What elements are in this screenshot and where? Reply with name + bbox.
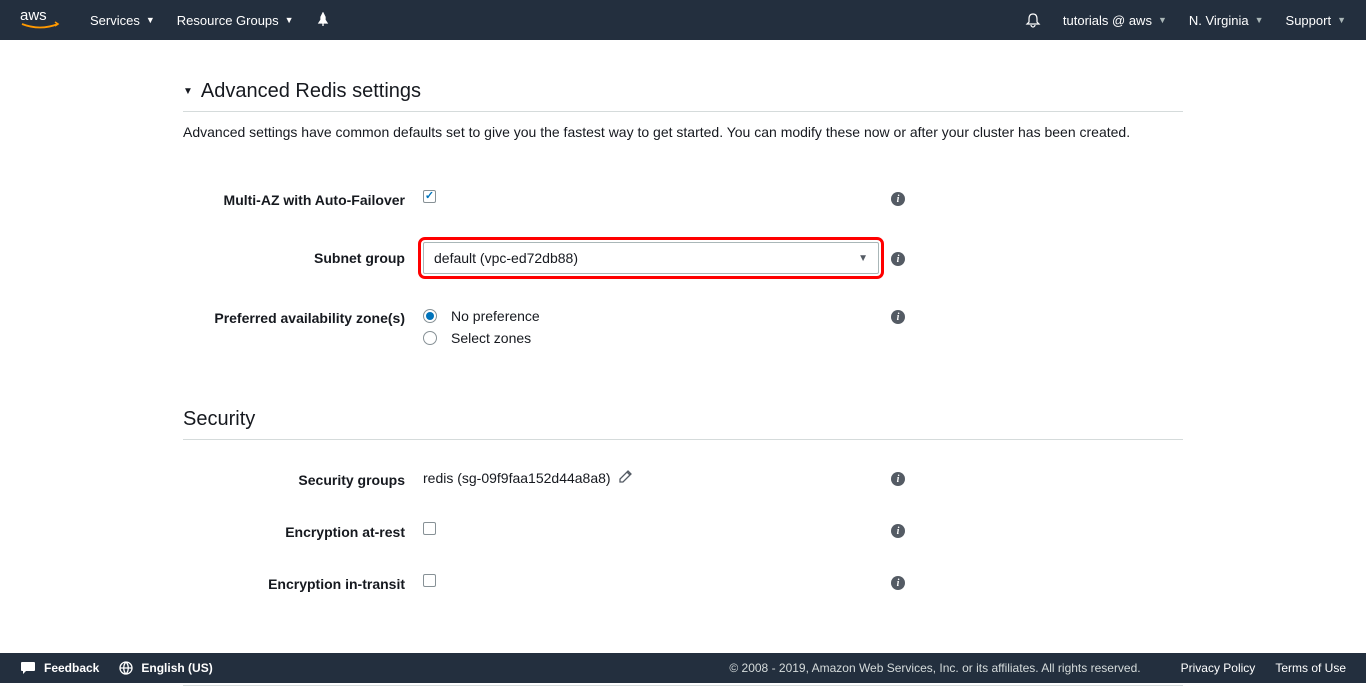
caret-down-icon: ▼ [146, 15, 155, 25]
checkbox-multi-az[interactable] [423, 190, 436, 203]
collapse-caret-icon[interactable]: ▼ [183, 86, 193, 97]
info-icon[interactable]: i [891, 524, 905, 538]
section-security: Security [183, 358, 1183, 440]
copyright-text: © 2008 - 2019, Amazon Web Services, Inc.… [729, 661, 1140, 675]
label-subnet-group: Subnet group [183, 242, 423, 266]
radio-input[interactable] [423, 331, 437, 345]
info-icon[interactable]: i [891, 252, 905, 266]
select-subnet-group-value: default (vpc-ed72db88) [434, 250, 578, 266]
row-preferred-az: Preferred availability zone(s) No prefer… [183, 296, 1183, 358]
caret-down-icon: ▼ [858, 253, 868, 264]
checkbox-encryption-at-rest[interactable] [423, 522, 436, 535]
support-menu[interactable]: Support ▼ [1286, 13, 1346, 28]
label-preferred-az: Preferred availability zone(s) [183, 308, 423, 326]
row-multi-az: Multi-AZ with Auto-Failover i [183, 178, 1183, 220]
row-encryption-at-rest: Encryption at-rest i [183, 500, 1183, 552]
section-advanced-description: Advanced settings have common defaults s… [183, 112, 1183, 160]
account-label: tutorials @ aws [1063, 13, 1152, 28]
section-advanced-redis: ▼ Advanced Redis settings [183, 40, 1183, 112]
footer: Feedback English (US) © 2008 - 2019, Ama… [0, 653, 1366, 683]
row-encryption-in-transit: Encryption in-transit i [183, 552, 1183, 604]
label-security-groups: Security groups [183, 470, 423, 488]
label-encryption-in-transit: Encryption in-transit [183, 574, 423, 592]
speech-bubble-icon [20, 661, 36, 675]
nav-services-label: Services [90, 13, 140, 28]
nav-resource-groups[interactable]: Resource Groups ▼ [177, 13, 294, 28]
info-icon[interactable]: i [891, 576, 905, 590]
radio-label: Select zones [451, 330, 531, 346]
value-security-groups: redis (sg-09f9faa152d44a8a8) [423, 470, 632, 486]
region-label: N. Virginia [1189, 13, 1249, 28]
info-icon[interactable]: i [891, 192, 905, 206]
aws-logo[interactable]: aws [20, 7, 60, 34]
radio-input[interactable] [423, 309, 437, 323]
svg-text:aws: aws [20, 7, 47, 24]
top-nav: aws Services ▼ Resource Groups ▼ tutoria… [0, 0, 1366, 40]
caret-down-icon: ▼ [1158, 15, 1167, 25]
radio-no-preference[interactable]: No preference [423, 308, 540, 324]
nav-resource-groups-label: Resource Groups [177, 13, 279, 28]
row-subnet-group: Subnet group default (vpc-ed72db88) ▼ i [183, 220, 1183, 296]
edit-icon[interactable] [619, 470, 632, 486]
radio-label: No preference [451, 308, 540, 324]
checkbox-encryption-in-transit[interactable] [423, 574, 436, 587]
main-content: ▼ Advanced Redis settings Advanced setti… [183, 40, 1183, 686]
radio-group-preferred-az: No preference Select zones [423, 308, 540, 346]
caret-down-icon: ▼ [285, 15, 294, 25]
nav-services[interactable]: Services ▼ [90, 13, 155, 28]
language-selector[interactable]: English (US) [119, 661, 212, 675]
caret-down-icon: ▼ [1337, 15, 1346, 25]
account-menu[interactable]: tutorials @ aws ▼ [1063, 13, 1167, 28]
label-encryption-at-rest: Encryption at-rest [183, 522, 423, 540]
info-icon[interactable]: i [891, 310, 905, 324]
pin-icon[interactable] [316, 12, 330, 29]
globe-icon [119, 661, 133, 675]
terms-of-use-link[interactable]: Terms of Use [1275, 661, 1346, 675]
section-security-title: Security [183, 408, 255, 431]
caret-down-icon: ▼ [1255, 15, 1264, 25]
info-icon[interactable]: i [891, 472, 905, 486]
label-multi-az: Multi-AZ with Auto-Failover [183, 190, 423, 208]
notifications-icon[interactable] [1025, 12, 1041, 28]
security-groups-text: redis (sg-09f9faa152d44a8a8) [423, 470, 611, 486]
section-advanced-title: Advanced Redis settings [201, 80, 421, 103]
radio-select-zones[interactable]: Select zones [423, 330, 540, 346]
region-menu[interactable]: N. Virginia ▼ [1189, 13, 1264, 28]
support-label: Support [1286, 13, 1332, 28]
privacy-policy-link[interactable]: Privacy Policy [1181, 661, 1256, 675]
feedback-label: Feedback [44, 661, 99, 675]
feedback-link[interactable]: Feedback [20, 661, 99, 675]
row-security-groups: Security groups redis (sg-09f9faa152d44a… [183, 458, 1183, 500]
select-subnet-group[interactable]: default (vpc-ed72db88) ▼ [423, 242, 879, 274]
language-label: English (US) [141, 661, 212, 675]
